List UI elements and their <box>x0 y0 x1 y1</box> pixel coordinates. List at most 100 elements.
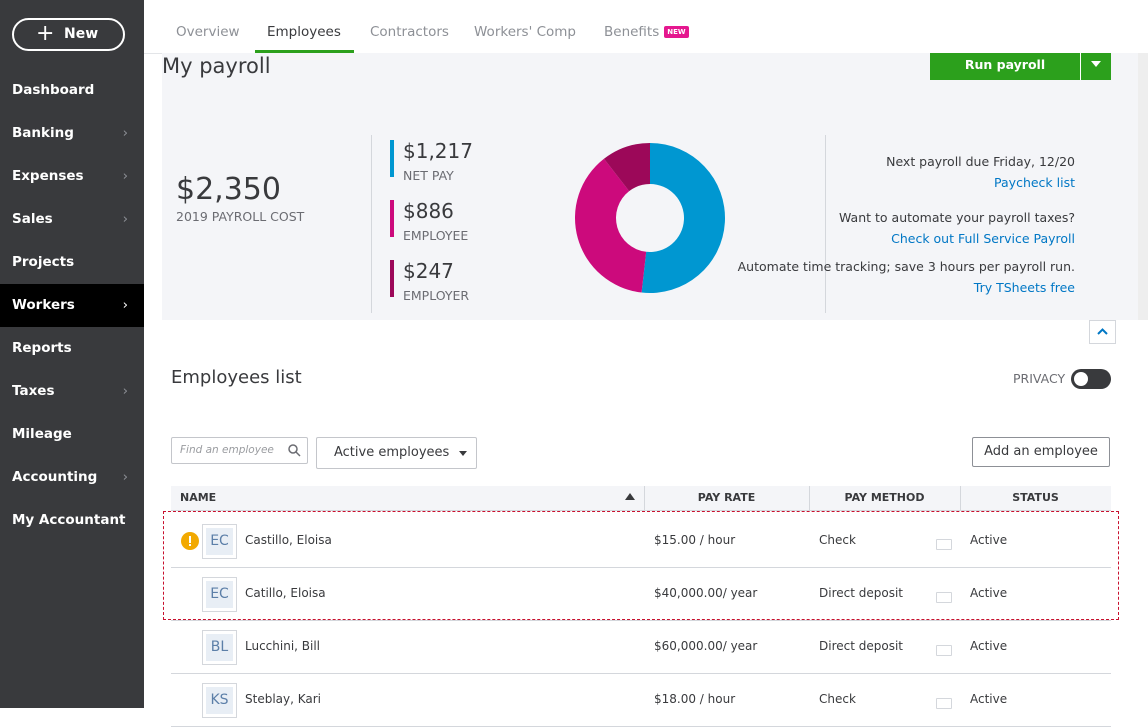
tab-label: Workers' Comp <box>474 24 577 40</box>
employee-name[interactable]: Catillo, Eloisa <box>245 586 326 600</box>
table-header <box>171 486 1111 511</box>
column-header[interactable]: STATUS <box>1012 491 1059 504</box>
column-divider <box>809 486 810 510</box>
tab-badge: NEW <box>664 26 689 38</box>
nav-arrow: › <box>122 383 128 399</box>
nav-label: My Accountant <box>12 512 126 528</box>
breakdown-caption: EMPLOYER <box>403 288 470 303</box>
tab[interactable]: Contractors <box>370 24 449 40</box>
legend-bar <box>390 200 394 237</box>
donut-segment <box>641 143 725 293</box>
info-link[interactable]: Paycheck list <box>994 175 1075 190</box>
employee-name[interactable]: Lucchini, Bill <box>245 639 321 653</box>
column-header[interactable]: PAY METHOD <box>844 491 925 504</box>
nav-arrow: › <box>122 125 128 141</box>
info-text: Want to automate your payroll taxes? <box>839 210 1075 225</box>
highlight-box <box>163 511 1119 620</box>
tab-label: Contractors <box>370 24 449 40</box>
column-divider <box>644 486 645 510</box>
nav-label: Projects <box>12 254 75 270</box>
collapse-button[interactable] <box>1089 320 1116 344</box>
info-link[interactable]: Try TSheets free <box>973 280 1075 295</box>
nav-item[interactable]: My Accountant <box>0 499 144 542</box>
privacy-label: PRIVACY <box>1013 371 1066 386</box>
new-button[interactable]: + New <box>12 18 125 51</box>
row-divider <box>171 567 1111 568</box>
column-header[interactable]: NAME <box>180 491 217 504</box>
avatar: KS <box>202 683 237 718</box>
info-text: Automate time tracking; save 3 hours per… <box>737 259 1075 274</box>
nav-item[interactable]: Workers › <box>0 284 144 327</box>
filter-label: Active employees <box>334 445 450 460</box>
nav-arrow: › <box>122 211 128 227</box>
run-payroll-label: Run payroll <box>964 57 1046 72</box>
nav-arrow: › <box>122 168 128 184</box>
nav-item[interactable]: Expenses › <box>0 155 144 198</box>
dropdown-arrow[interactable] <box>1090 59 1102 69</box>
nav-item[interactable]: Reports <box>0 327 144 370</box>
nav-label: Workers <box>12 297 75 313</box>
pay-rate: $15.00 / hour <box>654 533 736 547</box>
avatar-initials: EC <box>206 581 233 608</box>
nav-label: Taxes <box>12 383 55 399</box>
pay-method: Check <box>819 533 856 547</box>
info-link[interactable]: Check out Full Service Payroll <box>891 231 1075 246</box>
pay-method-icon <box>936 698 952 709</box>
privacy-toggle[interactable] <box>1071 369 1111 389</box>
nav-item[interactable]: Projects <box>0 241 144 284</box>
donut-segment <box>603 143 650 192</box>
nav-label: Reports <box>12 340 72 356</box>
nav-label: Sales <box>12 211 53 227</box>
sidebar: + New Dashboard Banking › Expenses › Sales › Pr… <box>0 0 144 708</box>
nav-item[interactable]: Dashboard <box>0 69 144 112</box>
nav-label: Expenses <box>12 168 84 184</box>
tab[interactable]: Workers' Comp <box>474 24 576 40</box>
warning-icon <box>181 532 199 550</box>
avatar-initials: KS <box>206 687 233 714</box>
pay-method: Check <box>819 692 856 706</box>
warning-mark <box>189 536 191 543</box>
nav-label: Dashboard <box>12 82 95 98</box>
nav-label: Banking <box>12 125 74 141</box>
run-payroll-button[interactable]: Run payroll <box>930 53 1111 80</box>
pay-rate: $18.00 / hour <box>654 692 736 706</box>
page-title: My payroll <box>162 54 271 78</box>
divider <box>825 135 826 313</box>
status: Active <box>970 586 1008 600</box>
pay-rate: $60,000.00/ year <box>654 639 758 653</box>
donut-chart <box>575 143 725 293</box>
column-divider <box>960 486 961 510</box>
tab-label: Overview <box>176 24 240 40</box>
nav-item[interactable]: Banking › <box>0 112 144 155</box>
nav-item[interactable]: Taxes › <box>0 370 144 413</box>
total-cost-label: 2019 PAYROLL COST <box>176 209 305 224</box>
row-divider <box>171 673 1111 674</box>
nav-label: Mileage <box>12 426 72 442</box>
status: Active <box>970 692 1008 706</box>
row-divider <box>171 620 1111 621</box>
total-cost: $2,350 <box>176 172 281 207</box>
nav-item[interactable]: Mileage <box>0 413 144 456</box>
tab[interactable]: Overview <box>176 24 240 40</box>
info-text: Next payroll due Friday, 12/20 <box>886 154 1075 169</box>
legend-bar <box>390 260 394 297</box>
employee-name[interactable]: Steblay, Kari <box>245 692 322 706</box>
column-header[interactable]: PAY RATE <box>697 491 756 504</box>
section-title: Employees list <box>171 367 302 388</box>
add-employee-button[interactable]: Add an employee <box>972 437 1110 467</box>
tab[interactable]: Employees <box>267 24 341 40</box>
legend-bar <box>390 140 394 177</box>
nav-item[interactable]: Accounting › <box>0 456 144 499</box>
nav-label: Accounting <box>12 469 98 485</box>
pay-method: Direct deposit <box>819 639 903 653</box>
search-input[interactable]: Find an employee <box>171 437 308 464</box>
filter-select[interactable]: Active employees <box>316 437 477 469</box>
avatar-initials: EC <box>206 528 233 555</box>
employee-name[interactable]: Castillo, Eloisa <box>245 533 332 547</box>
tab[interactable]: Benefits NEW <box>604 24 689 40</box>
search-placeholder: Find an employee <box>180 444 274 456</box>
scrollbar <box>1138 53 1148 320</box>
status: Active <box>970 639 1008 653</box>
nav-item[interactable]: Sales › <box>0 198 144 241</box>
